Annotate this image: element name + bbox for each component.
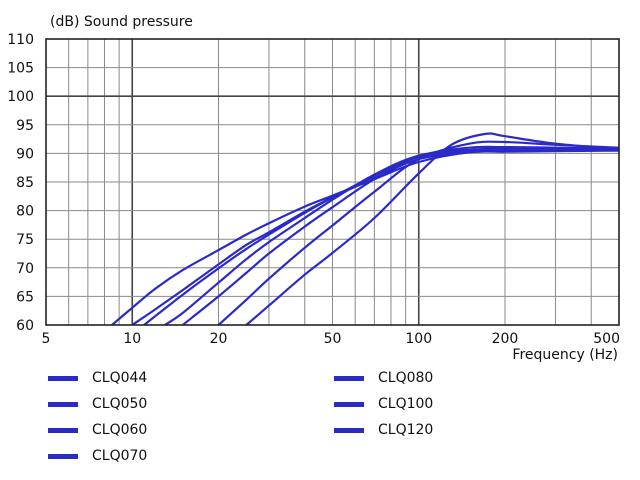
x-tick-label: 200 (492, 331, 519, 347)
x-axis-label: Frequency (Hz) (512, 347, 618, 363)
y-tick-label: 95 (16, 118, 34, 134)
y-axis-label: (dB) Sound pressure (50, 14, 193, 30)
x-tick-label: 500 (593, 331, 620, 347)
series-line-clq070 (164, 147, 619, 325)
y-tick-label: 100 (7, 89, 34, 105)
x-tick-label: 20 (210, 331, 228, 347)
series-line-clq050 (131, 149, 619, 325)
y-tick-label: 90 (16, 146, 34, 162)
series-line-clq100 (217, 140, 619, 325)
series-line-clq080 (182, 145, 619, 325)
x-tick-label: 50 (324, 331, 342, 347)
y-tick-label: 65 (16, 289, 34, 305)
x-tick-label: 5 (42, 331, 51, 347)
y-tick-label: 85 (16, 175, 34, 191)
series-line-clq044 (111, 149, 619, 325)
x-tick-labels: 5 10 20 50 100 200 500 (42, 331, 620, 347)
y-tick-label: 110 (7, 32, 34, 48)
series-line-clq060 (143, 148, 619, 325)
x-tick-label: 10 (123, 331, 141, 347)
y-tick-label: 80 (16, 204, 34, 220)
y-tick-label: 60 (16, 318, 34, 334)
y-tick-label: 75 (16, 232, 34, 248)
series-line-clq120 (245, 132, 619, 325)
y-tick-label: 105 (7, 61, 34, 77)
y-tick-labels: 60 65 70 75 80 85 90 95 100 105 110 (7, 32, 34, 334)
series-lines (111, 132, 619, 325)
x-tick-label: 100 (405, 331, 432, 347)
plot-frame (45, 38, 620, 326)
y-tick-label: 70 (16, 261, 34, 277)
grid (46, 39, 619, 325)
